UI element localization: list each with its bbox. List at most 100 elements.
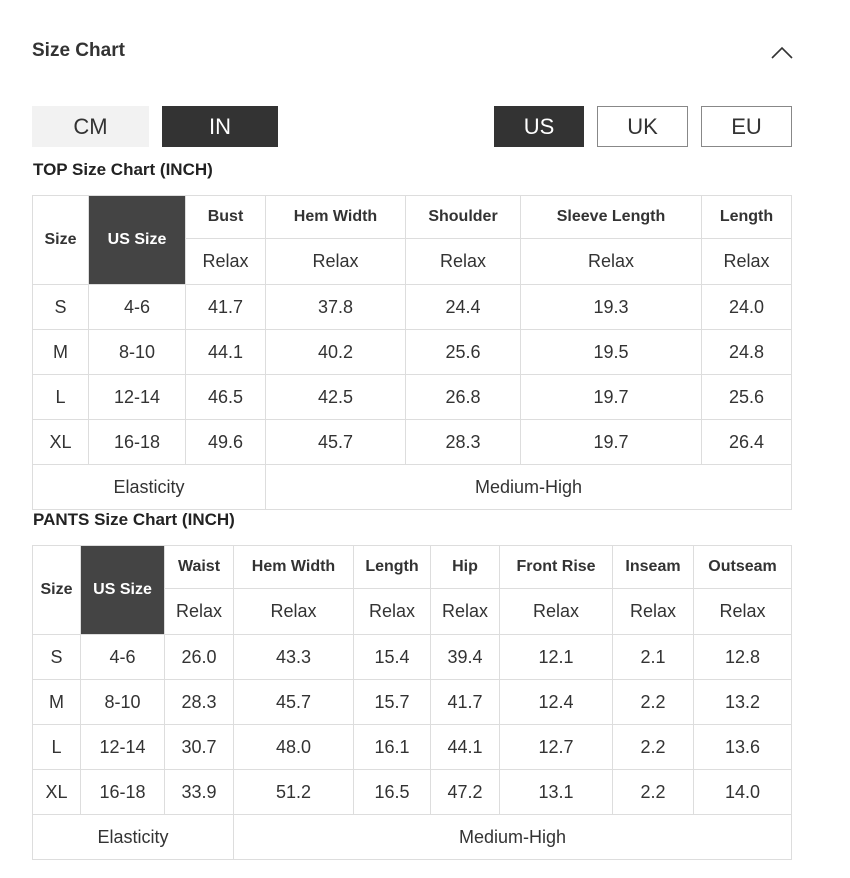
fit-cell: Relax xyxy=(499,588,613,635)
column-header: Sleeve Length xyxy=(520,195,702,239)
cell: 12.1 xyxy=(499,634,613,680)
column-header: Front Rise xyxy=(499,545,613,589)
cell: 42.5 xyxy=(265,374,406,420)
fit-row: Relax Relax Relax Relax Relax Relax Relax xyxy=(33,588,792,635)
size-table: Size US Size Waist Hem Width Length Hip Front … xyxy=(32,545,792,860)
column-header: Outseam xyxy=(693,545,792,589)
region-button[interactable]: EU xyxy=(701,106,792,147)
cell: 2.2 xyxy=(612,679,694,725)
cell: 47.2 xyxy=(430,769,500,815)
cell: 25.6 xyxy=(701,374,792,420)
cell: 40.2 xyxy=(265,329,406,375)
cell: S xyxy=(32,634,81,680)
region-button[interactable]: US xyxy=(494,106,584,147)
size-row: L 12-14 46.5 42.5 26.8 19.7 25.6 xyxy=(32,374,792,420)
region-button[interactable]: UK xyxy=(597,106,688,147)
cell: 16.5 xyxy=(353,769,431,815)
cell: 39.4 xyxy=(430,634,500,680)
cell: 41.7 xyxy=(185,284,266,330)
cell: 12.7 xyxy=(499,724,613,770)
elasticity-label: Elasticity xyxy=(32,814,234,860)
cell: 16-18 xyxy=(80,769,165,815)
fit-cell: Relax xyxy=(405,238,521,285)
fit-cell: Relax xyxy=(693,588,792,635)
column-header: Inseam xyxy=(612,545,694,589)
cell: 15.4 xyxy=(353,634,431,680)
unit-button[interactable]: IN xyxy=(162,106,278,147)
cell: 37.8 xyxy=(265,284,406,330)
us-size-header: US Size xyxy=(88,195,186,285)
fit-cell: Relax xyxy=(612,588,694,635)
cell: 19.7 xyxy=(520,419,702,465)
cell: 28.3 xyxy=(405,419,521,465)
cell: 19.3 xyxy=(520,284,702,330)
fit-cell: Relax xyxy=(520,238,702,285)
table-title: TOP Size Chart (INCH) xyxy=(33,160,213,179)
cell: 4-6 xyxy=(88,284,186,330)
cell: M xyxy=(32,679,81,725)
fit-cell: Relax xyxy=(701,238,792,285)
cell: 30.7 xyxy=(164,724,234,770)
column-header: Hem Width xyxy=(233,545,354,589)
size-row: S 4-6 26.0 43.3 15.4 39.4 12.1 2.1 12.8 xyxy=(32,634,792,680)
cell: 14.0 xyxy=(693,769,792,815)
cell: 19.5 xyxy=(520,329,702,375)
size-row: XL 16-18 33.9 51.2 16.5 47.2 13.1 2.2 14.0 xyxy=(32,769,792,815)
cell: 48.0 xyxy=(233,724,354,770)
table-body: Size US Size Bust Hem Width Shoulder Sleeve L… xyxy=(32,195,792,510)
cell: 49.6 xyxy=(185,419,266,465)
cell: 24.4 xyxy=(405,284,521,330)
cell: 2.2 xyxy=(612,724,694,770)
cell: 8-10 xyxy=(80,679,165,725)
cell: 26.0 xyxy=(164,634,234,680)
cell: 13.1 xyxy=(499,769,613,815)
cell: 19.7 xyxy=(520,374,702,420)
size-table: Size US Size Bust Hem Width Shoulder Sleeve L… xyxy=(32,195,792,510)
cell: S xyxy=(32,284,89,330)
cell: XL xyxy=(32,769,81,815)
cell: 12-14 xyxy=(88,374,186,420)
column-header: Hem Width xyxy=(265,195,406,239)
elasticity-label: Elasticity xyxy=(32,464,266,510)
cell: M xyxy=(32,329,89,375)
cell: 26.8 xyxy=(405,374,521,420)
cell: 25.6 xyxy=(405,329,521,375)
fit-row: Relax Relax Relax Relax Relax xyxy=(33,238,792,285)
table-body: Size US Size Waist Hem Width Length Hip Front … xyxy=(32,545,792,860)
fit-cell: Relax xyxy=(353,588,431,635)
size-row: S 4-6 41.7 37.8 24.4 19.3 24.0 xyxy=(32,284,792,330)
us-size-header: US Size xyxy=(80,545,165,635)
size-row: M 8-10 28.3 45.7 15.7 41.7 12.4 2.2 13.2 xyxy=(32,679,792,725)
fit-cell: Relax xyxy=(164,588,234,635)
column-header: Shoulder xyxy=(405,195,521,239)
column-header: Hip xyxy=(430,545,500,589)
fit-cell: Relax xyxy=(430,588,500,635)
panel-title: Size Chart xyxy=(32,40,125,61)
fit-cell: Relax xyxy=(185,238,266,285)
cell: 4-6 xyxy=(80,634,165,680)
cell: 46.5 xyxy=(185,374,266,420)
cell: 2.2 xyxy=(612,769,694,815)
cell: 45.7 xyxy=(265,419,406,465)
header-row: Size US Size Waist Hem Width Length Hip Front … xyxy=(32,545,792,635)
cell: 13.6 xyxy=(693,724,792,770)
header-row: Size US Size Bust Hem Width Shoulder Sleeve L… xyxy=(32,195,792,285)
size-row: M 8-10 44.1 40.2 25.6 19.5 24.8 xyxy=(32,329,792,375)
cell: 24.0 xyxy=(701,284,792,330)
unit-button[interactable]: CM xyxy=(32,106,149,147)
cell: 28.3 xyxy=(164,679,234,725)
cell: 33.9 xyxy=(164,769,234,815)
cell: 8-10 xyxy=(88,329,186,375)
cell: XL xyxy=(32,419,89,465)
cell: 24.8 xyxy=(701,329,792,375)
cell: L xyxy=(32,374,89,420)
cell: 15.7 xyxy=(353,679,431,725)
cell: 44.1 xyxy=(185,329,266,375)
column-header: Waist xyxy=(164,545,234,589)
fit-cell: Relax xyxy=(233,588,354,635)
collapse-icon[interactable] xyxy=(770,43,794,61)
column-header: Length xyxy=(701,195,792,239)
cell: 12.8 xyxy=(693,634,792,680)
cell: 51.2 xyxy=(233,769,354,815)
cell: L xyxy=(32,724,81,770)
